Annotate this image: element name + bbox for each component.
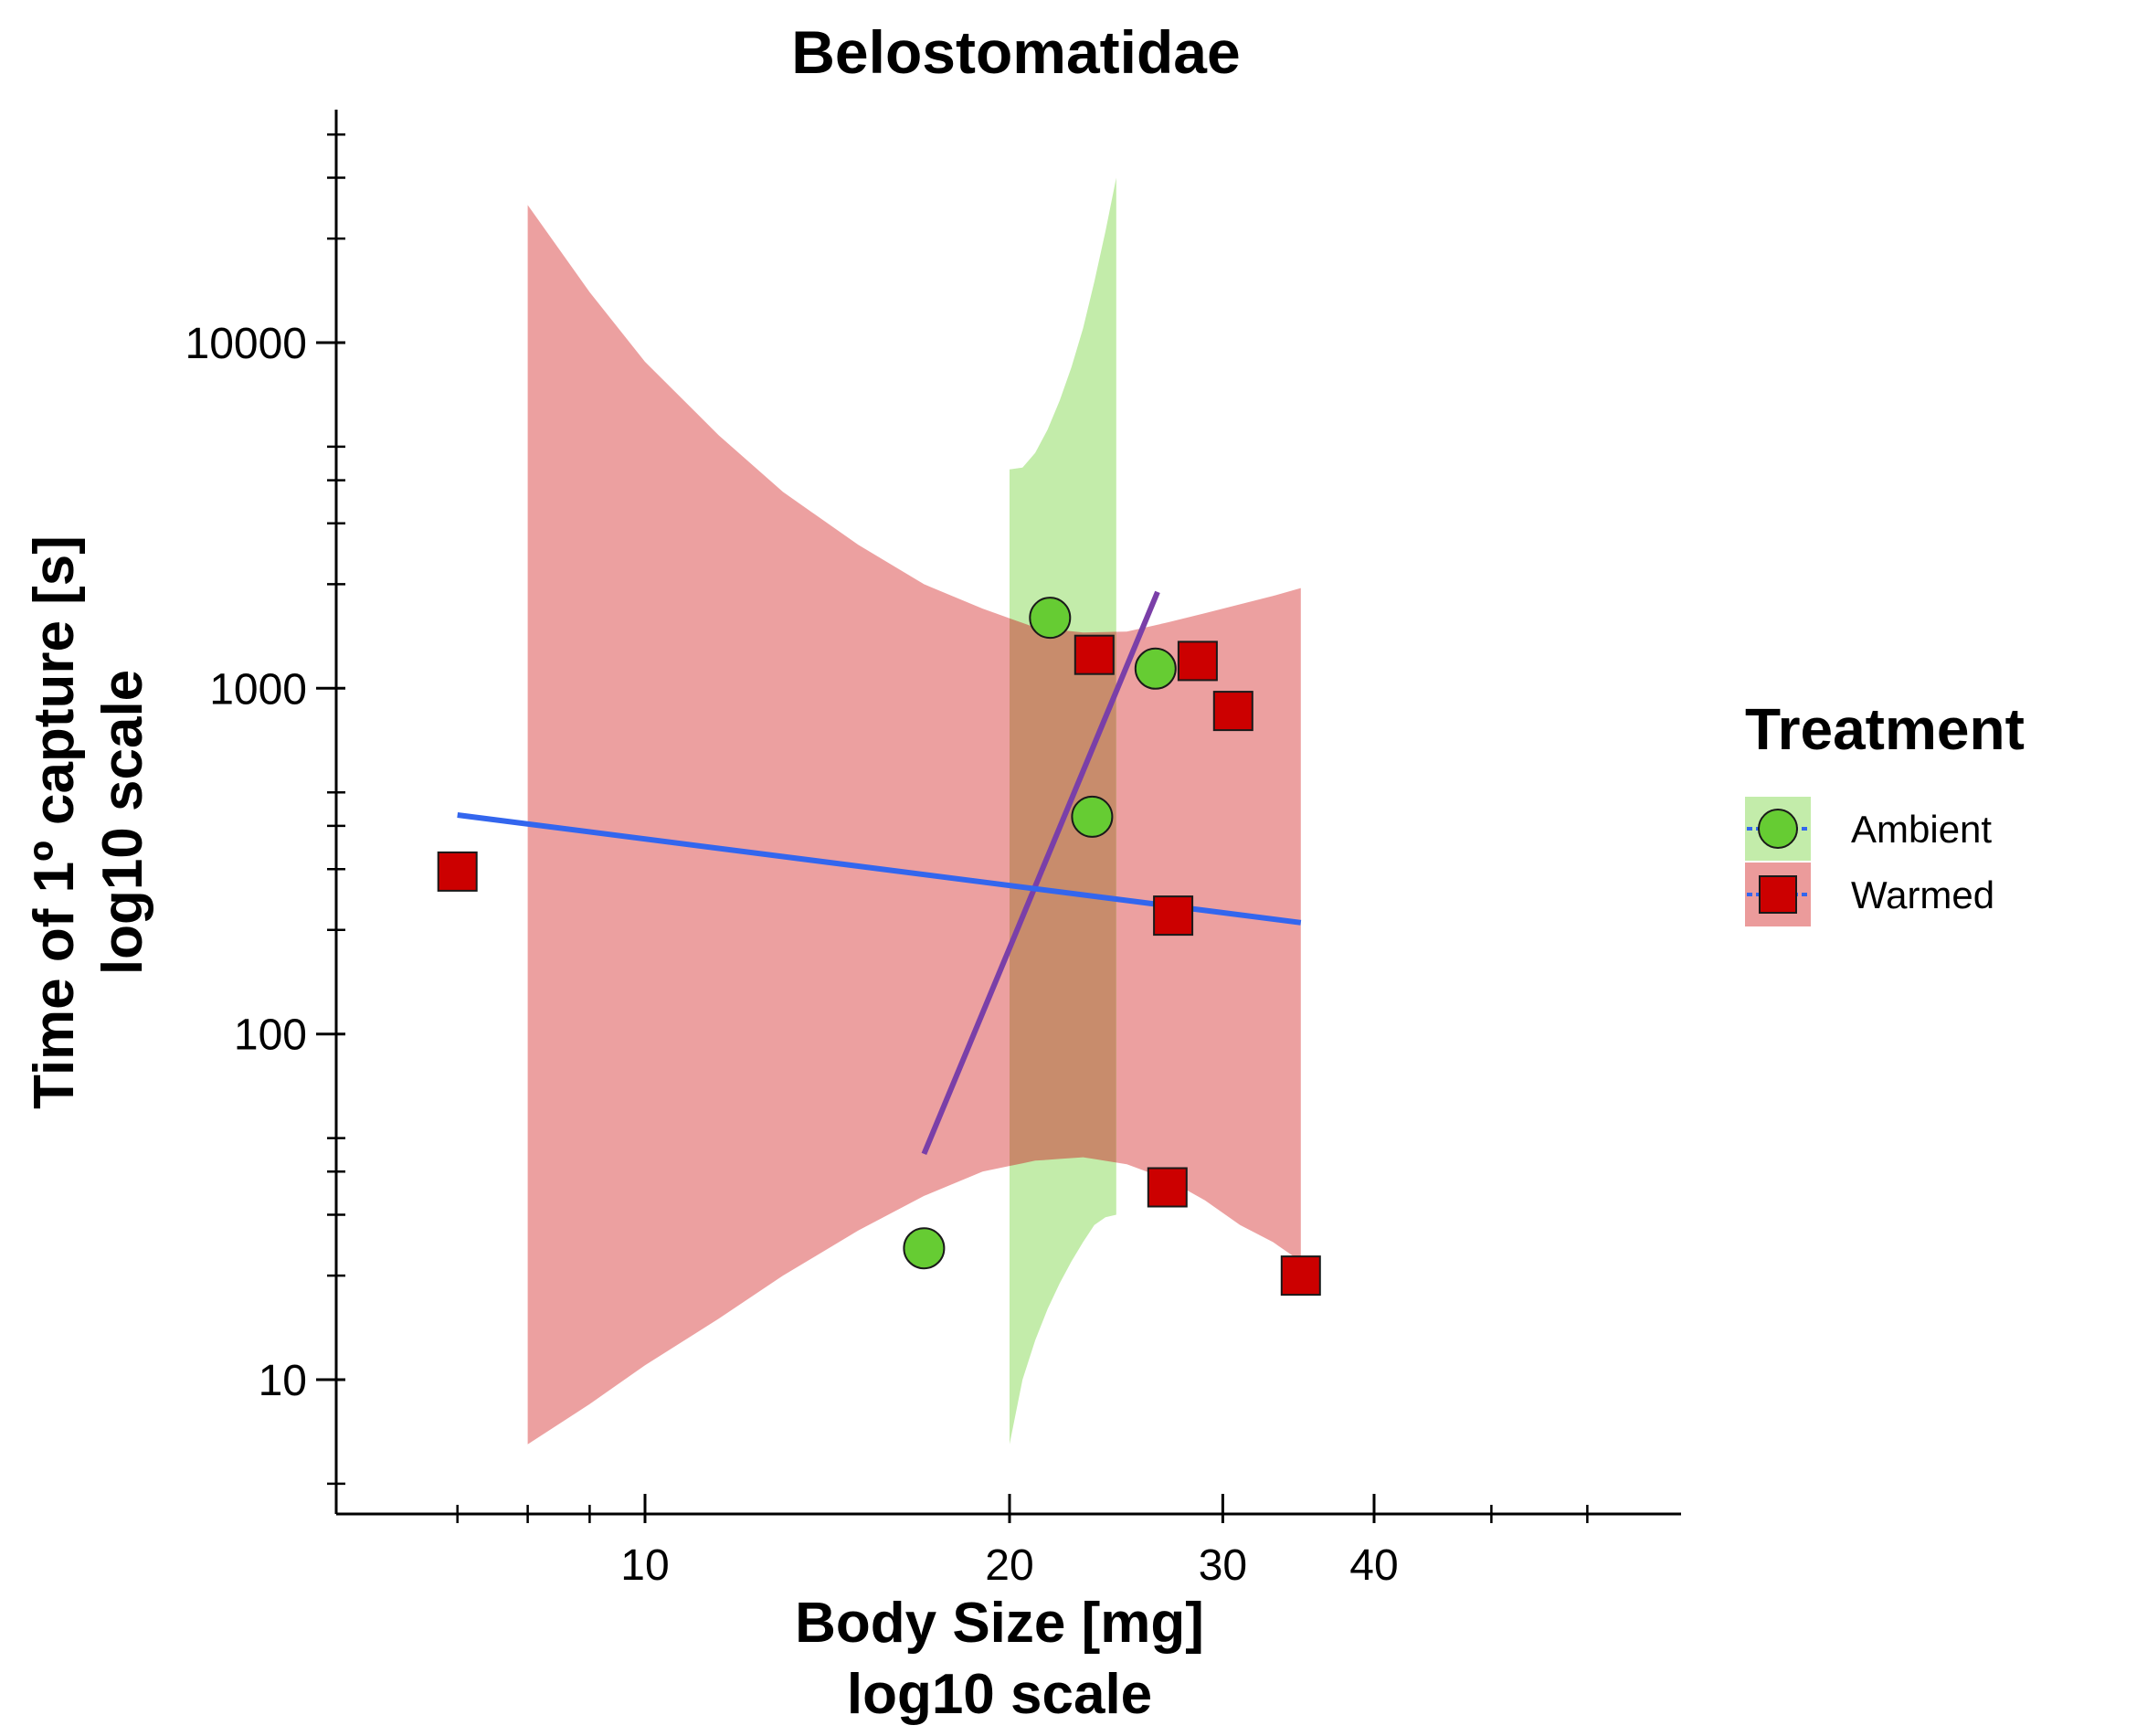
data-points [437, 597, 1321, 1297]
x-tick-label: 10 [620, 1541, 669, 1590]
y-tick-label: 10 [259, 1357, 307, 1405]
y-tick-label: 10000 [185, 320, 307, 368]
fit-line-ambient [921, 590, 1160, 1156]
axes: 10 100 1000 10000 10 20 30 40 [185, 110, 1681, 1590]
point-ambient-3 [1134, 647, 1177, 690]
point-warmed-0 [437, 851, 478, 892]
legend-title: Treatment [1745, 696, 2025, 762]
legend-key-warmed-marker [1759, 875, 1797, 914]
x-tick-label: 40 [1349, 1541, 1398, 1590]
legend-label-warmed: Warmed [1851, 873, 1994, 916]
y-axis-ticks: 10 100 1000 10000 [185, 132, 345, 1486]
point-ambient-1 [1029, 597, 1072, 640]
x-tick-label: 30 [1199, 1541, 1247, 1590]
y-axis-title-line1: Time of 1º capture [s] [23, 535, 86, 1109]
legend-item-warmed: Warmed [1745, 863, 1994, 926]
x-tick-label: 20 [985, 1541, 1033, 1590]
point-warmed-6 [1280, 1255, 1321, 1297]
point-ambient-0 [903, 1227, 946, 1270]
y-tick-label: 100 [234, 1011, 307, 1060]
legend: Treatment Ambient Warmed [1745, 696, 2025, 926]
legend-label-ambient: Ambient [1851, 808, 1992, 851]
point-warmed-2 [1147, 1167, 1188, 1208]
y-axis-title-line2: log10 scale [91, 670, 154, 975]
legend-item-ambient: Ambient [1745, 797, 1992, 861]
x-axis-title-line1: Body Size [mg] [795, 1592, 1204, 1655]
y-tick-label: 1000 [209, 665, 307, 714]
x-axis-title-line2: log10 scale [847, 1663, 1152, 1726]
point-warmed-5 [1212, 691, 1253, 732]
point-warmed-4 [1177, 640, 1218, 682]
plot-area [437, 177, 1321, 1445]
chart-title: Belostomatidae [791, 18, 1240, 86]
x-axis-ticks: 10 20 30 40 [456, 1494, 1589, 1590]
point-ambient-2 [1071, 795, 1114, 838]
point-warmed-3 [1153, 895, 1194, 937]
legend-key-ambient-marker [1758, 809, 1798, 849]
point-warmed-1 [1074, 634, 1115, 675]
